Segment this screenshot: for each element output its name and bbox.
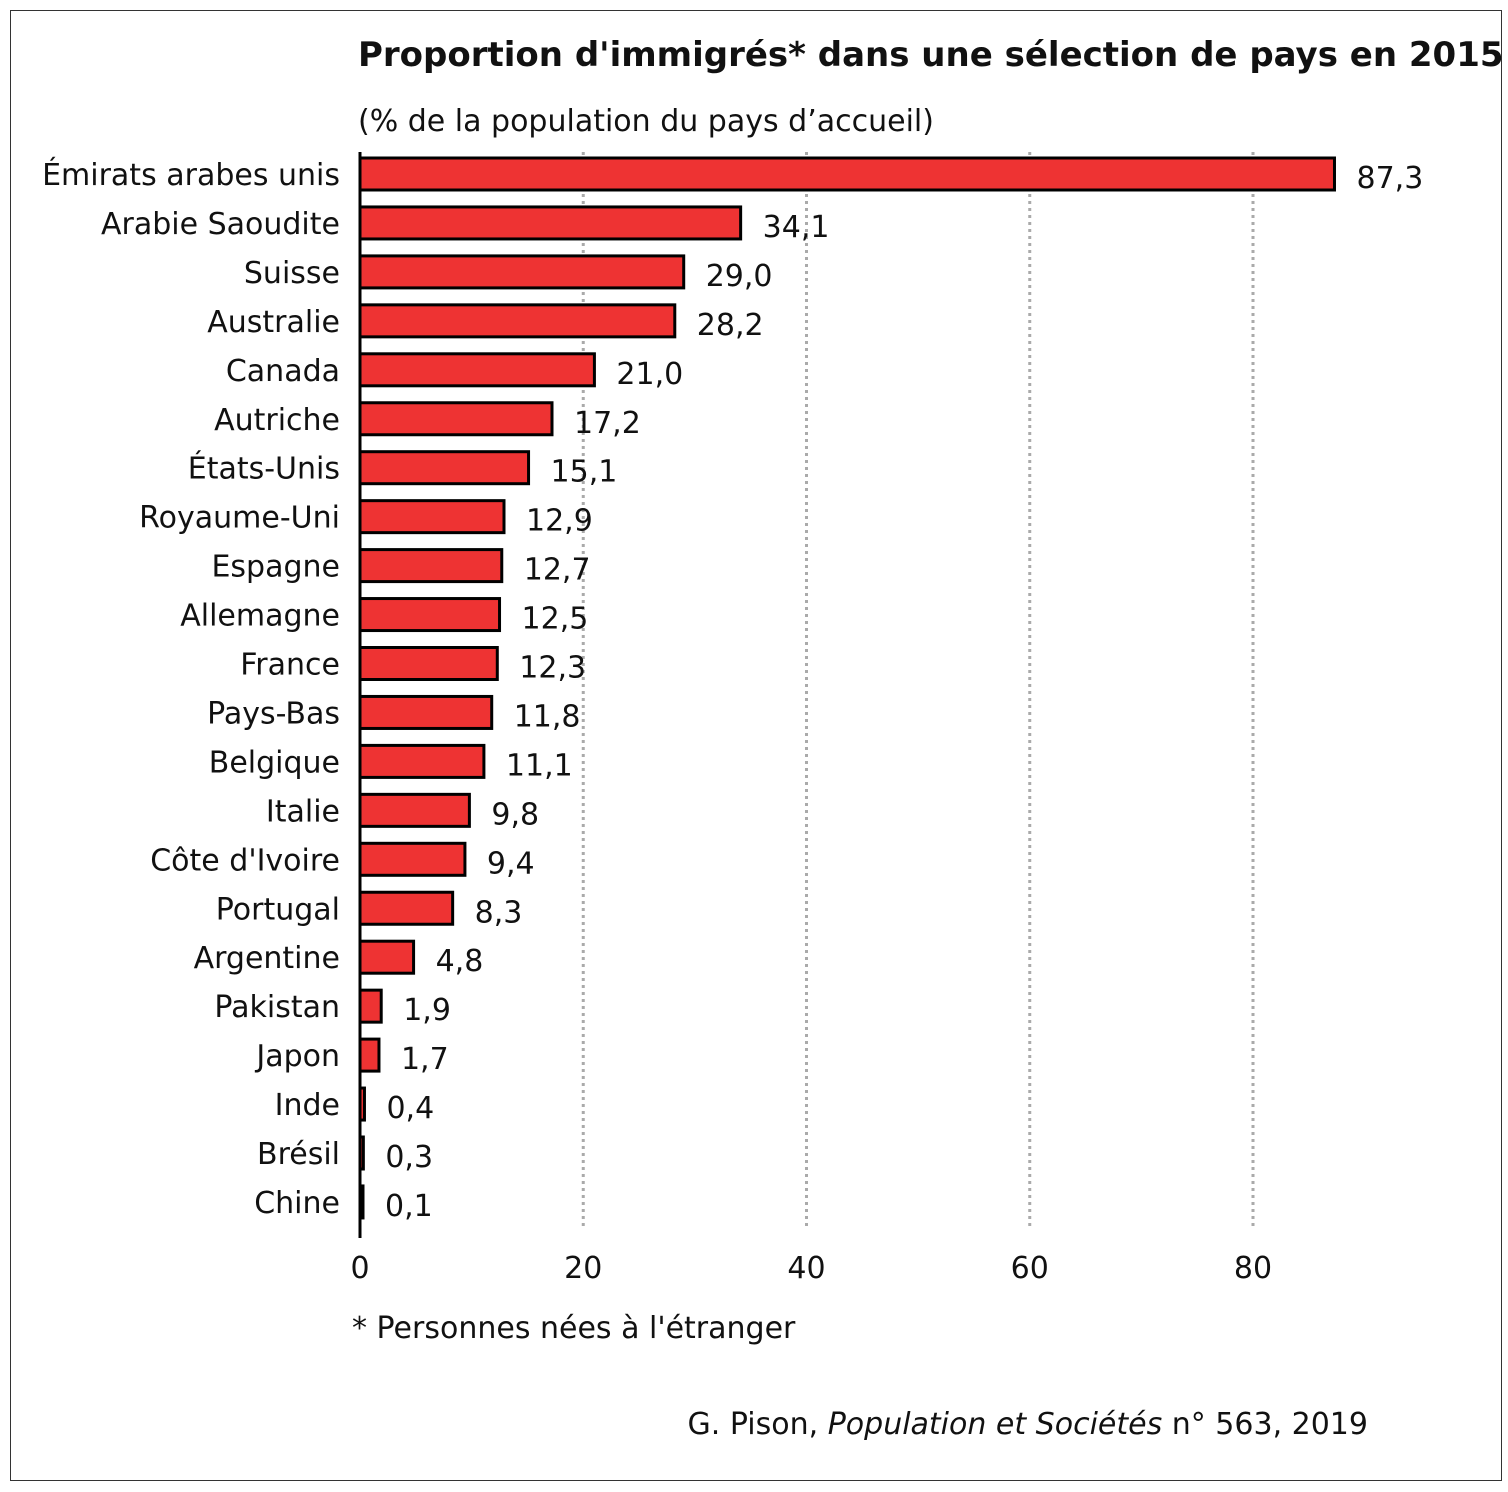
bar (358, 499, 506, 535)
bar (358, 890, 455, 926)
category-label: Italie (266, 794, 340, 829)
value-label: 0,4 (386, 1091, 434, 1126)
value-label: 15,1 (551, 455, 618, 490)
category-label: Émirats arabes unis (42, 157, 340, 193)
value-label: 9,4 (487, 846, 535, 881)
x-tick-label: 40 (787, 1251, 825, 1286)
category-label: Chine (254, 1186, 340, 1221)
bar (358, 156, 1336, 192)
bar (358, 988, 383, 1024)
category-label: Brésil (257, 1137, 340, 1172)
value-label: 0,3 (385, 1140, 433, 1175)
category-label: Argentine (194, 941, 340, 976)
bar (358, 303, 677, 339)
bar (358, 352, 596, 388)
bar (358, 939, 416, 975)
value-label: 0,1 (385, 1189, 433, 1224)
chart-frame (10, 10, 1502, 1481)
bar (358, 401, 554, 437)
value-label: 29,0 (706, 259, 773, 294)
category-label: États-Unis (188, 451, 340, 487)
category-label: Pakistan (214, 990, 340, 1025)
category-label: Portugal (216, 892, 340, 927)
bar (358, 254, 686, 290)
category-label: Belgique (209, 745, 340, 780)
bar (358, 548, 504, 584)
value-label: 12,9 (526, 504, 593, 539)
bar (358, 1037, 381, 1073)
category-label: Japon (254, 1039, 340, 1074)
category-label: France (240, 648, 340, 683)
bar (358, 205, 743, 241)
value-label: 17,2 (574, 406, 641, 441)
value-label: 1,7 (401, 1042, 449, 1077)
source-note: G. Pison, Population et Sociétés n° 563,… (688, 1407, 1368, 1442)
bar (358, 841, 467, 877)
value-label: 21,0 (616, 357, 683, 392)
category-label: Royaume-Uni (139, 501, 340, 536)
source-author: G. Pison, (688, 1407, 828, 1442)
value-label: 12,7 (524, 553, 591, 588)
category-label: Pays-Bas (207, 696, 340, 731)
value-label: 11,8 (514, 699, 581, 734)
value-label: 87,3 (1356, 161, 1423, 196)
footnote: * Personnes nées à l'étranger (352, 1311, 796, 1346)
value-label: 8,3 (475, 895, 523, 930)
bar (358, 792, 471, 828)
bar (358, 743, 486, 779)
value-label: 12,5 (522, 602, 589, 637)
category-label: Australie (207, 305, 340, 340)
category-label: Suisse (244, 256, 340, 291)
value-label: 4,8 (436, 944, 484, 979)
x-tick-label: 0 (350, 1251, 369, 1286)
value-label: 9,8 (491, 797, 539, 832)
category-label: Allemagne (180, 599, 340, 634)
category-label: Arabie Saoudite (101, 207, 340, 242)
value-label: 1,9 (403, 993, 451, 1028)
category-label: Autriche (214, 403, 340, 438)
bar (358, 450, 531, 486)
x-tick-label: 20 (564, 1251, 602, 1286)
bar (358, 694, 494, 730)
value-label: 11,1 (506, 748, 573, 783)
value-label: 34,1 (763, 210, 830, 245)
x-tick-label: 80 (1234, 1251, 1272, 1286)
category-label: Côte d'Ivoire (150, 843, 340, 878)
category-label: Inde (275, 1088, 340, 1123)
value-label: 28,2 (697, 308, 764, 343)
source-publication: Population et Sociétés (828, 1407, 1163, 1442)
category-label: Canada (226, 354, 340, 389)
value-label: 12,3 (519, 651, 586, 686)
bar (358, 646, 499, 681)
bar (358, 597, 502, 633)
category-label: Espagne (211, 550, 340, 585)
chart-title: Proportion d'immigrés* dans une sélectio… (358, 35, 1504, 75)
chart-subtitle: (% de la population du pays d’accueil) (358, 104, 934, 139)
source-issue: n° 563, 2019 (1162, 1407, 1368, 1442)
x-tick-label: 60 (1011, 1251, 1049, 1286)
